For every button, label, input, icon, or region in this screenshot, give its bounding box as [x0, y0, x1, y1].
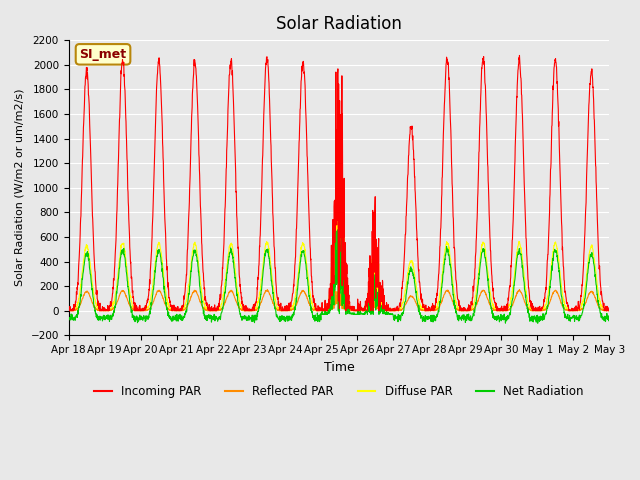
Title: Solar Radiation: Solar Radiation	[276, 15, 402, 33]
Text: SI_met: SI_met	[79, 48, 127, 61]
Legend: Incoming PAR, Reflected PAR, Diffuse PAR, Net Radiation: Incoming PAR, Reflected PAR, Diffuse PAR…	[90, 381, 589, 403]
X-axis label: Time: Time	[324, 360, 355, 373]
Y-axis label: Solar Radiation (W/m2 or um/m2/s): Solar Radiation (W/m2 or um/m2/s)	[15, 89, 25, 287]
